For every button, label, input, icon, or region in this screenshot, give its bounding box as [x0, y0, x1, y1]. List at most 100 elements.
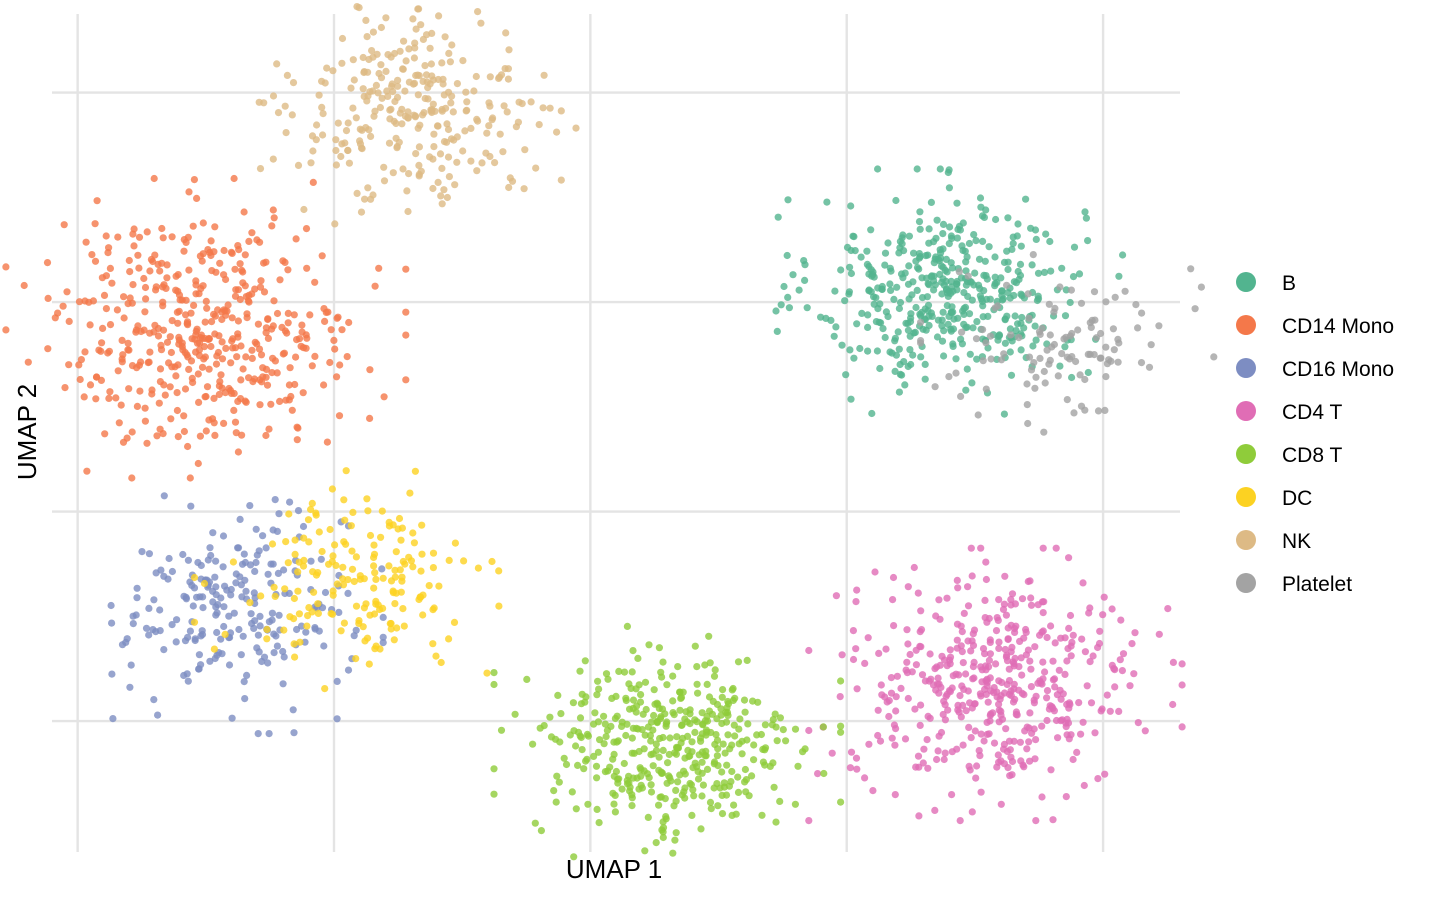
- point-cd8-t: [618, 722, 626, 731]
- point-cd4-t: [836, 693, 844, 701]
- point-cd4-t: [933, 680, 942, 688]
- point-dc: [411, 467, 419, 475]
- point-nk: [380, 177, 389, 185]
- point-platelet: [1040, 367, 1048, 376]
- point-b: [927, 198, 936, 206]
- point-cd14-mono: [153, 432, 161, 440]
- point-cd16-mono: [220, 603, 228, 611]
- point-cd4-t: [1110, 665, 1118, 673]
- point-cd14-mono: [200, 355, 208, 363]
- point-cd8-t: [637, 691, 645, 699]
- point-cd14-mono: [184, 353, 192, 361]
- point-dc: [364, 507, 372, 515]
- point-nk: [269, 155, 277, 163]
- point-cd4-t: [949, 672, 957, 680]
- point-cd4-t: [964, 602, 973, 610]
- point-cd8-t: [706, 798, 715, 807]
- point-cd8-t: [705, 693, 714, 701]
- point-nk: [437, 192, 445, 200]
- point-b: [777, 301, 785, 309]
- point-cd16-mono: [212, 611, 220, 619]
- point-nk: [367, 195, 375, 203]
- point-cd16-mono: [160, 646, 168, 654]
- point-cd16-mono: [181, 637, 190, 645]
- point-cd16-mono: [265, 730, 273, 738]
- point-cd8-t: [620, 759, 628, 768]
- point-cd14-mono: [124, 346, 132, 354]
- point-dc: [397, 536, 405, 544]
- point-cd4-t: [968, 808, 976, 816]
- point-cd14-mono: [198, 363, 207, 371]
- point-cd4-t: [1038, 722, 1046, 730]
- point-cd16-mono: [251, 567, 259, 576]
- point-cd8-t: [729, 684, 737, 693]
- point-b: [937, 249, 945, 257]
- point-b: [1032, 336, 1040, 344]
- point-cd16-mono: [108, 619, 116, 627]
- point-cd14-mono: [210, 310, 218, 318]
- point-platelet: [1041, 379, 1049, 387]
- point-nk: [462, 107, 470, 115]
- point-cd4-t: [1065, 554, 1073, 562]
- point-cd14-mono: [234, 333, 242, 341]
- point-cd4-t: [955, 708, 963, 716]
- point-cd8-t: [819, 723, 828, 731]
- point-cd4-t: [1075, 699, 1083, 707]
- point-dc: [304, 516, 313, 524]
- point-nk: [255, 98, 263, 106]
- point-cd16-mono: [379, 639, 387, 647]
- point-cd16-mono: [274, 569, 282, 578]
- point-cd14-mono: [249, 378, 257, 386]
- point-cd14-mono: [257, 351, 266, 359]
- point-cd16-mono: [301, 638, 309, 646]
- point-nk: [347, 84, 355, 92]
- point-cd14-mono: [220, 306, 228, 314]
- point-platelet: [1187, 265, 1195, 273]
- point-platelet: [1110, 346, 1118, 354]
- point-cd4-t: [994, 751, 1002, 759]
- point-cd4-t: [943, 594, 951, 602]
- point-cd16-mono: [254, 730, 262, 738]
- point-b: [1022, 195, 1030, 203]
- point-cd14-mono: [218, 355, 227, 363]
- point-b: [940, 352, 948, 360]
- point-cd4-t: [960, 609, 968, 618]
- point-cd4-t: [934, 747, 942, 755]
- point-cd16-mono: [168, 621, 176, 629]
- point-cd14-mono: [140, 274, 148, 283]
- point-cd14-mono: [155, 399, 163, 407]
- point-cd8-t: [649, 762, 657, 770]
- point-cd14-mono: [227, 386, 235, 395]
- point-platelet: [945, 373, 953, 381]
- point-dc: [474, 564, 482, 572]
- point-b: [991, 253, 999, 261]
- point-b: [905, 262, 913, 270]
- point-platelet: [1043, 346, 1051, 354]
- point-dc: [387, 625, 395, 633]
- point-cd8-t: [659, 833, 667, 842]
- point-cd4-t: [1020, 691, 1028, 699]
- point-cd14-mono: [196, 339, 204, 347]
- point-cd8-t: [701, 752, 709, 760]
- point-cd8-t: [593, 774, 601, 782]
- point-dc: [390, 636, 398, 644]
- point-cd14-mono: [292, 353, 300, 361]
- point-b: [952, 355, 960, 363]
- point-cd14-mono: [280, 349, 288, 357]
- point-cd16-mono: [217, 635, 225, 643]
- point-b: [972, 237, 980, 245]
- point-cd4-t: [892, 725, 900, 733]
- point-cd14-mono: [93, 197, 101, 205]
- point-cd14-mono: [197, 331, 205, 339]
- point-cd16-mono: [270, 649, 278, 657]
- point-dc: [393, 624, 401, 632]
- point-cd4-t: [1032, 736, 1040, 744]
- point-cd8-t: [604, 675, 612, 683]
- point-cd14-mono: [231, 292, 240, 300]
- point-cd14-mono: [234, 286, 242, 294]
- point-cd4-t: [996, 695, 1004, 703]
- point-cd14-mono: [233, 353, 241, 361]
- point-cd4-t: [861, 774, 869, 782]
- point-cd16-mono: [198, 627, 206, 635]
- point-cd14-mono: [119, 438, 128, 446]
